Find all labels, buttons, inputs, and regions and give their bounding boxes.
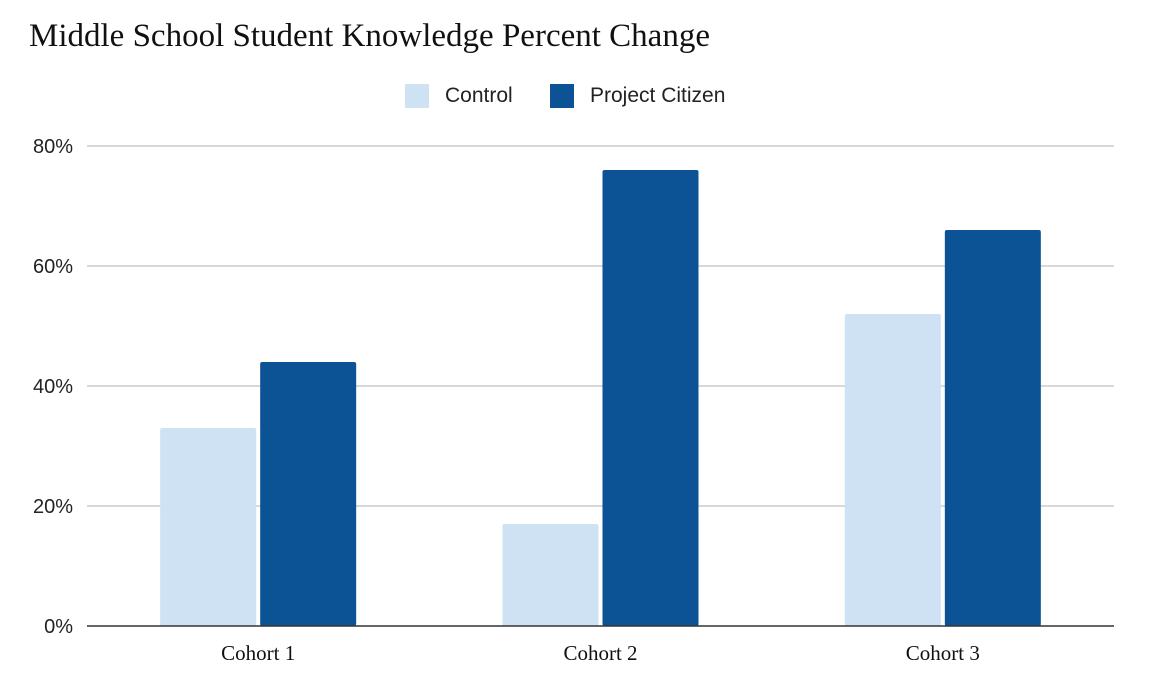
bar-project-citizen-1 — [260, 362, 357, 626]
y-tick-label-1: 20% — [33, 496, 73, 518]
legend-item-control[interactable]: Control — [405, 80, 513, 112]
bar-control-1 — [160, 428, 257, 626]
legend: Control Project Citizen — [0, 80, 1170, 112]
x-category-label-3: Cohort 3 — [906, 641, 980, 665]
y-tick-label-4: 80% — [33, 136, 73, 158]
x-category-label-2: Cohort 2 — [563, 641, 637, 665]
legend-label-control: Control — [445, 84, 513, 107]
bar-project-citizen-3 — [944, 230, 1041, 626]
legend-swatch-project-citizen — [550, 84, 574, 108]
bar-control-2 — [502, 524, 599, 626]
x-category-label-1: Cohort 1 — [221, 641, 295, 665]
chart-title: Middle School Student Knowledge Percent … — [29, 18, 710, 54]
bar-project-citizen-2 — [602, 170, 699, 626]
y-tick-label-0: 0% — [44, 616, 73, 638]
y-tick-label-3: 60% — [33, 256, 73, 278]
y-tick-label-2: 40% — [33, 376, 73, 398]
bar-control-3 — [844, 314, 941, 626]
legend-swatch-control — [405, 84, 429, 108]
legend-label-project-citizen: Project Citizen — [590, 84, 726, 107]
legend-item-project-citizen[interactable]: Project Citizen — [550, 80, 725, 112]
